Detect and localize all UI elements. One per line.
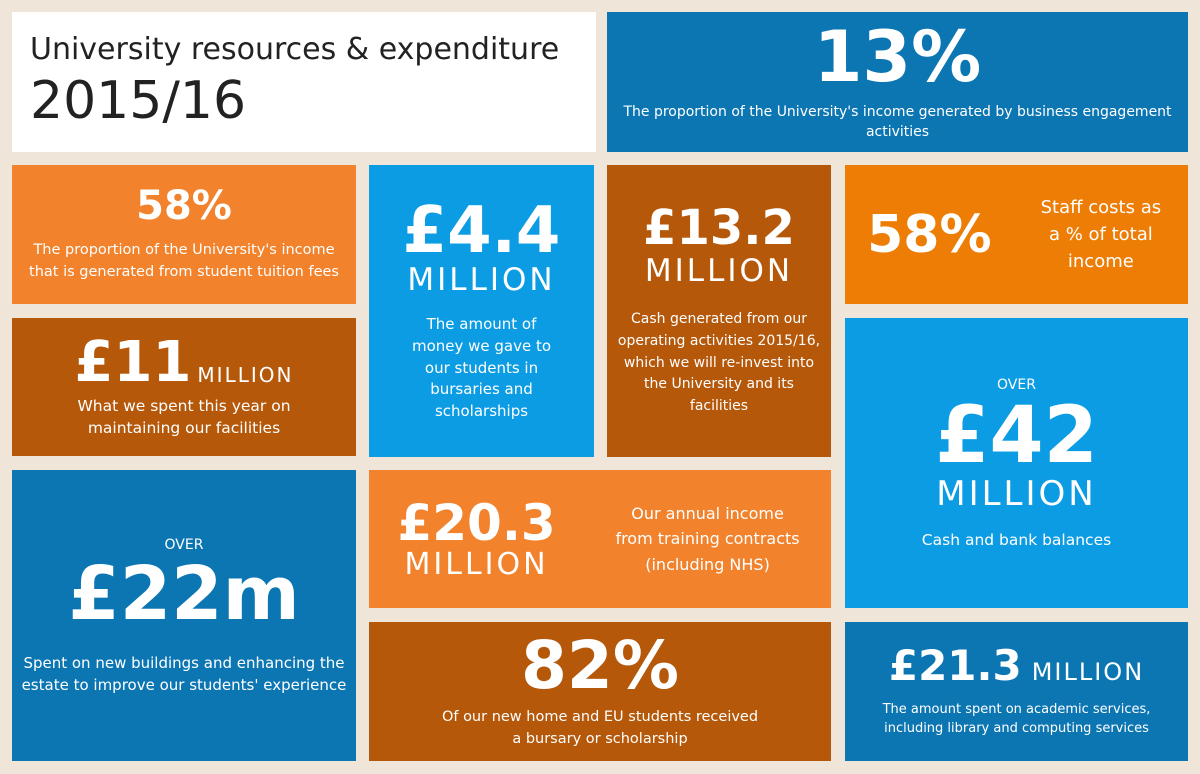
cash-generated-value: £13.2 [643,200,795,257]
students-text-line2: a bursary or scholarship [512,730,688,747]
training-value: £20.3 [397,494,556,552]
buildings-prefix: OVER [164,536,204,553]
training-unit: MILLION [404,547,549,582]
business-engagement-tile: 13% The proportion of the University's i… [607,12,1188,152]
staff-costs-tile: 58% Staff costs as a % of total income [845,165,1188,304]
cash-generated-text: Cash generated from our operating activi… [617,311,821,415]
facilities-tile: £11 MILLION What we spent this year on m… [12,318,356,456]
facilities-value: £11 [74,329,192,395]
cash-bank-value: £42 [935,390,1098,481]
cash-generated-tile: £13.2 MILLION Cash generated from our op… [607,165,831,457]
cash-generated-unit: MILLION [644,253,794,290]
cash-bank-unit: MILLION [936,473,1097,514]
academic-headline: £21.3 MILLION [888,640,1145,690]
academic-services-tile: £21.3 MILLION The amount spent on academ… [845,622,1188,761]
bursaries-text: The amount of money we gave to our stude… [411,315,552,421]
facilities-headline: £11 MILLION [74,329,294,395]
tuition-text-line1: The proportion of the University's incom… [33,242,335,259]
training-headline: £20.3 MILLION [397,498,555,580]
training-income-tile: £20.3 MILLION Our annual income from tra… [369,470,831,608]
cash-bank-prefix: OVER [997,376,1036,393]
buildings-text-line2: estate to improve our students' experien… [21,675,347,694]
page-year: 2015/16 [30,71,247,132]
training-text: Our annual income from training contract… [615,503,800,574]
cash-bank-tile: OVER £42 MILLION Cash and bank balances [845,318,1188,608]
buildings-text-line1: Spent on new buildings and enhancing the [23,653,345,672]
academic-text-line2: including library and computing services [884,720,1149,736]
students-text-line1: Of our new home and EU students received [441,709,759,726]
cash-bank-text: Cash and bank balances [921,530,1112,549]
business-value: 13% [813,15,982,98]
staff-text: Staff costs as a % of total income [1040,197,1162,272]
bursaries-tile: £4.4 MILLION The amount of money we gave… [369,165,594,457]
facilities-text-line2: maintaining our facilities [87,419,281,437]
students-value: 82% [521,627,679,705]
facilities-text-line1: What we spent this year on [77,396,291,415]
tuition-value: 58% [136,183,232,230]
business-text: The proportion of the University's incom… [623,103,1172,140]
tuition-fees-tile: 58% The proportion of the University's i… [12,165,356,304]
tuition-text-line2: that is generated from student tuition f… [29,263,339,280]
staff-value: 58% [867,204,992,265]
page-title: University resources & expenditure [30,32,560,68]
title-card: University resources & expenditure 2015/… [12,12,596,152]
students-bursary-tile: 82% Of our new home and EU students rece… [369,622,831,761]
buildings-value: £22m [68,550,300,637]
academic-text-line1: The amount spent on academic services, [882,701,1151,717]
facilities-unit: MILLION [197,362,294,387]
bursaries-value: £4.4 [402,194,561,269]
academic-value: £21.3 [888,640,1022,690]
bursaries-unit: MILLION [407,262,556,299]
buildings-tile: OVER £22m Spent on new buildings and enh… [12,470,356,761]
academic-unit: MILLION [1031,657,1145,686]
